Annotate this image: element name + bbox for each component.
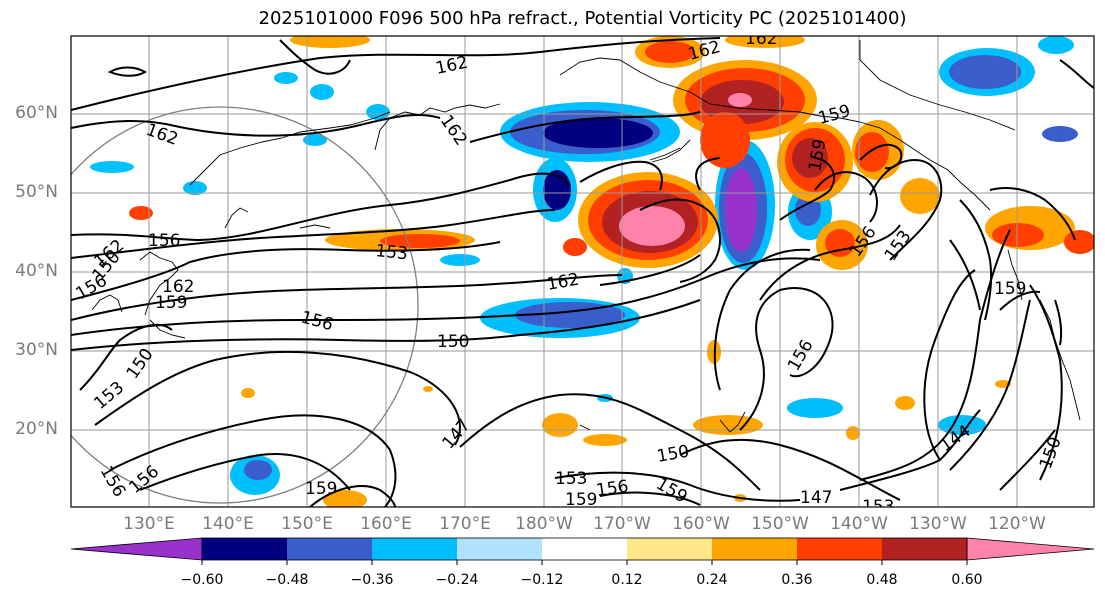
contour-label: 153 [862,497,894,517]
lon-label: 170°W [593,514,651,534]
colorbar-tick-label: 0.48 [866,572,898,588]
lat-label: 40°N [15,261,58,281]
contour-label: 147 [800,488,832,508]
colorbar-cell [70,537,203,561]
contour-label: 159 [155,293,187,313]
lon-label: 160°W [672,514,730,534]
graticule [71,36,1094,507]
lon-label: 130°E [123,514,175,534]
lat-label: 30°N [15,340,58,360]
lon-label: 170°E [439,514,491,534]
colorbar-cell [457,538,542,560]
colorbar-tick-label: 0.24 [696,572,728,588]
colorbar-cell [882,538,967,560]
contour-label: 150 [437,332,469,352]
colorbar-tick-label: −0.12 [520,572,564,588]
contour-label: 159 [305,479,337,499]
map-title: 2025101000 F096 500 hPa refract., Potent… [258,8,907,29]
colorbar-tick-label: −0.48 [265,572,309,588]
contour-label: 159 [565,490,597,510]
colorbar-cell [372,538,457,560]
colorbar-tick-label: 0.36 [781,572,813,588]
colorbar-cell [966,537,1095,561]
positive-pv-blob [129,36,1094,507]
lon-label: 150°E [281,514,333,534]
lon-label: 160°E [360,514,412,534]
lat-label: 20°N [15,419,58,439]
colorbar-tick-label: 0.12 [611,572,643,588]
pv-shading [90,36,1094,507]
lat-label: 60°N [15,103,58,123]
colorbar-tick-label: −0.24 [435,572,479,588]
lon-label: 140°E [202,514,254,534]
range-circle [71,106,419,504]
contour-label: 162 [745,29,777,49]
lon-label: 140°W [830,514,888,534]
colorbar-cell [797,538,882,560]
map-plot-area: 162 162 162 162 162 159 156 153 159 156 … [71,29,1094,517]
contour-label: 153 [374,241,408,264]
plot-frame [70,35,1095,508]
colorbar-tick-label: 0.60 [951,572,983,588]
colorbar-tick-label: −0.60 [180,572,224,588]
coastlines [91,40,1081,433]
lat-label: 50°N [15,182,58,202]
contour-label: 156 [595,477,630,501]
contour-label: 162 [162,277,194,297]
lon-label: 150°W [751,514,809,534]
colorbar-cell [542,538,627,560]
contour-label: 156 [148,231,180,251]
height-contours [71,37,1094,507]
colorbar-cell [202,538,287,560]
colorbar-cell [287,538,372,560]
lon-label: 130°W [909,514,967,534]
lon-label: 120°W [988,514,1046,534]
colorbar [70,537,1095,565]
lon-label: 180°W [515,514,573,534]
contour-label: 159 [994,279,1026,299]
colorbar-cell [627,538,712,560]
contour-label: 153 [555,469,587,489]
colorbar-tick-label: −0.36 [350,572,394,588]
colorbar-cell [712,538,797,560]
